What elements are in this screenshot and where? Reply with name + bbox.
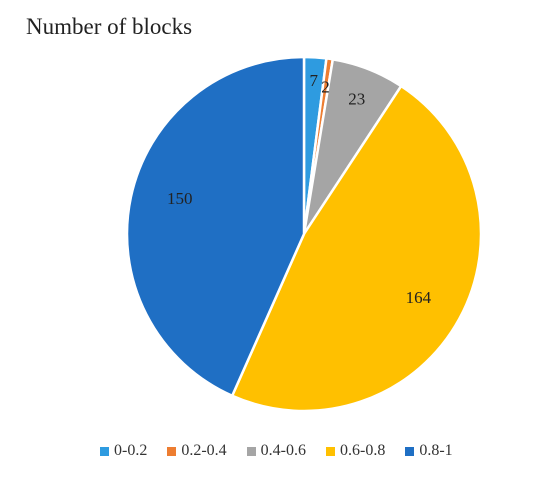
data-label-0.4-0.6: 23 — [348, 89, 365, 108]
legend-swatch — [246, 446, 256, 456]
legend-swatch — [405, 446, 415, 456]
legend-swatch — [167, 446, 177, 456]
data-label-0.2-0.4: 2 — [321, 77, 330, 96]
pie-slice-0.8-1 — [125, 55, 306, 398]
data-label-0-0.2: 7 — [310, 71, 319, 90]
legend-label: 0-0.2 — [114, 442, 148, 459]
legend-label: 0.4-0.6 — [260, 442, 306, 459]
data-label-0.8-1: 150 — [167, 189, 193, 208]
legend-label: 0.6-0.8 — [339, 442, 386, 459]
legend: 0-0.2 0.2-0.4 0.4-0.6 0.6-0.8 0.8-1 — [100, 442, 453, 460]
legend-label: 0.8-1 — [419, 442, 453, 459]
legend-item-0.4-0.6: 0.4-0.6 — [246, 442, 306, 460]
legend-item-0.2-0.4: 0.2-0.4 — [167, 442, 227, 460]
legend-item-0-0.2: 0-0.2 — [100, 442, 147, 460]
legend-swatch — [100, 446, 109, 456]
legend-swatch — [325, 446, 335, 456]
legend-item-0.6-0.8: 0.6-0.8 — [325, 442, 386, 460]
pie-slice-0.6-0.8 — [230, 84, 483, 413]
legend-label: 0.2-0.4 — [181, 442, 227, 459]
legend-item-0.8-1: 0.8-1 — [405, 442, 453, 460]
chart-title: Number of blocks — [26, 14, 193, 39]
data-label-0.6-0.8: 164 — [406, 288, 432, 307]
